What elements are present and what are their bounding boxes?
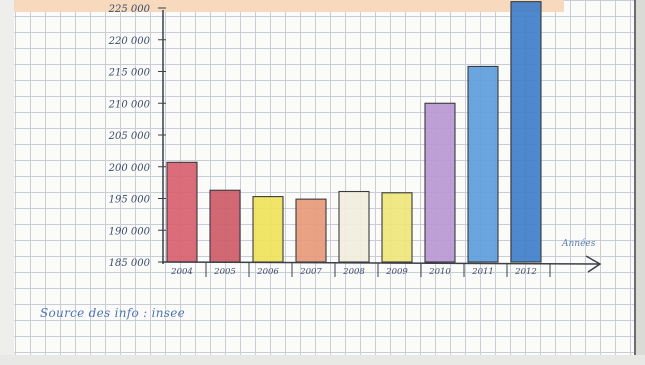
bar-2007 bbox=[295, 198, 327, 263]
x-axis-line bbox=[162, 261, 601, 265]
x-tick-label: 2012 bbox=[514, 267, 537, 277]
y-tick-label: 205 000 bbox=[108, 131, 151, 142]
bar-2012 bbox=[510, 1, 542, 263]
y-tick-label: 185 000 bbox=[109, 258, 151, 269]
x-axis-label: Années bbox=[561, 238, 596, 249]
y-tick-label: 190 000 bbox=[109, 226, 151, 237]
bar-2010 bbox=[424, 102, 456, 263]
x-tick-label: 2007 bbox=[299, 267, 322, 277]
bar-2011 bbox=[467, 65, 499, 263]
bar-2008 bbox=[338, 190, 370, 263]
y-tick-label: 200 000 bbox=[108, 163, 151, 174]
page-bottom-edge bbox=[0, 355, 645, 365]
source-note: Source des info : insee bbox=[40, 306, 186, 320]
top-banner bbox=[14, 0, 564, 12]
y-tick-label: 215 000 bbox=[108, 68, 151, 79]
x-tick-label: 2011 bbox=[471, 267, 494, 277]
x-axis-arrow bbox=[585, 255, 602, 273]
page-left-edge bbox=[0, 0, 14, 365]
x-tick-label: 2010 bbox=[428, 267, 451, 277]
x-tick-label: 2008 bbox=[342, 267, 365, 277]
bar-2006 bbox=[252, 196, 284, 263]
bar-2009 bbox=[381, 192, 413, 263]
bar-2005 bbox=[209, 189, 241, 263]
bar-2004 bbox=[166, 161, 198, 263]
y-tick-label: 210 000 bbox=[108, 99, 151, 110]
x-tick-label: 2006 bbox=[256, 267, 279, 277]
bars-group bbox=[166, 1, 542, 263]
y-tick-label: 195 000 bbox=[109, 195, 151, 206]
y-tick-label: 225 000 bbox=[108, 4, 151, 15]
page-right-edge bbox=[634, 0, 645, 365]
y-ticks-group: 185 000 190 000 195 000 200 000 205 000 210 0… bbox=[108, 4, 166, 269]
x-ticks-group: 2004 2005 2006 2007 2008 2009 2010 2011 2012 bbox=[170, 263, 551, 277]
x-tick-label: 2004 bbox=[170, 267, 193, 277]
x-tick-label: 2005 bbox=[213, 267, 236, 277]
x-tick-label: 2009 bbox=[385, 267, 408, 277]
y-tick-label: 220 000 bbox=[108, 36, 151, 47]
